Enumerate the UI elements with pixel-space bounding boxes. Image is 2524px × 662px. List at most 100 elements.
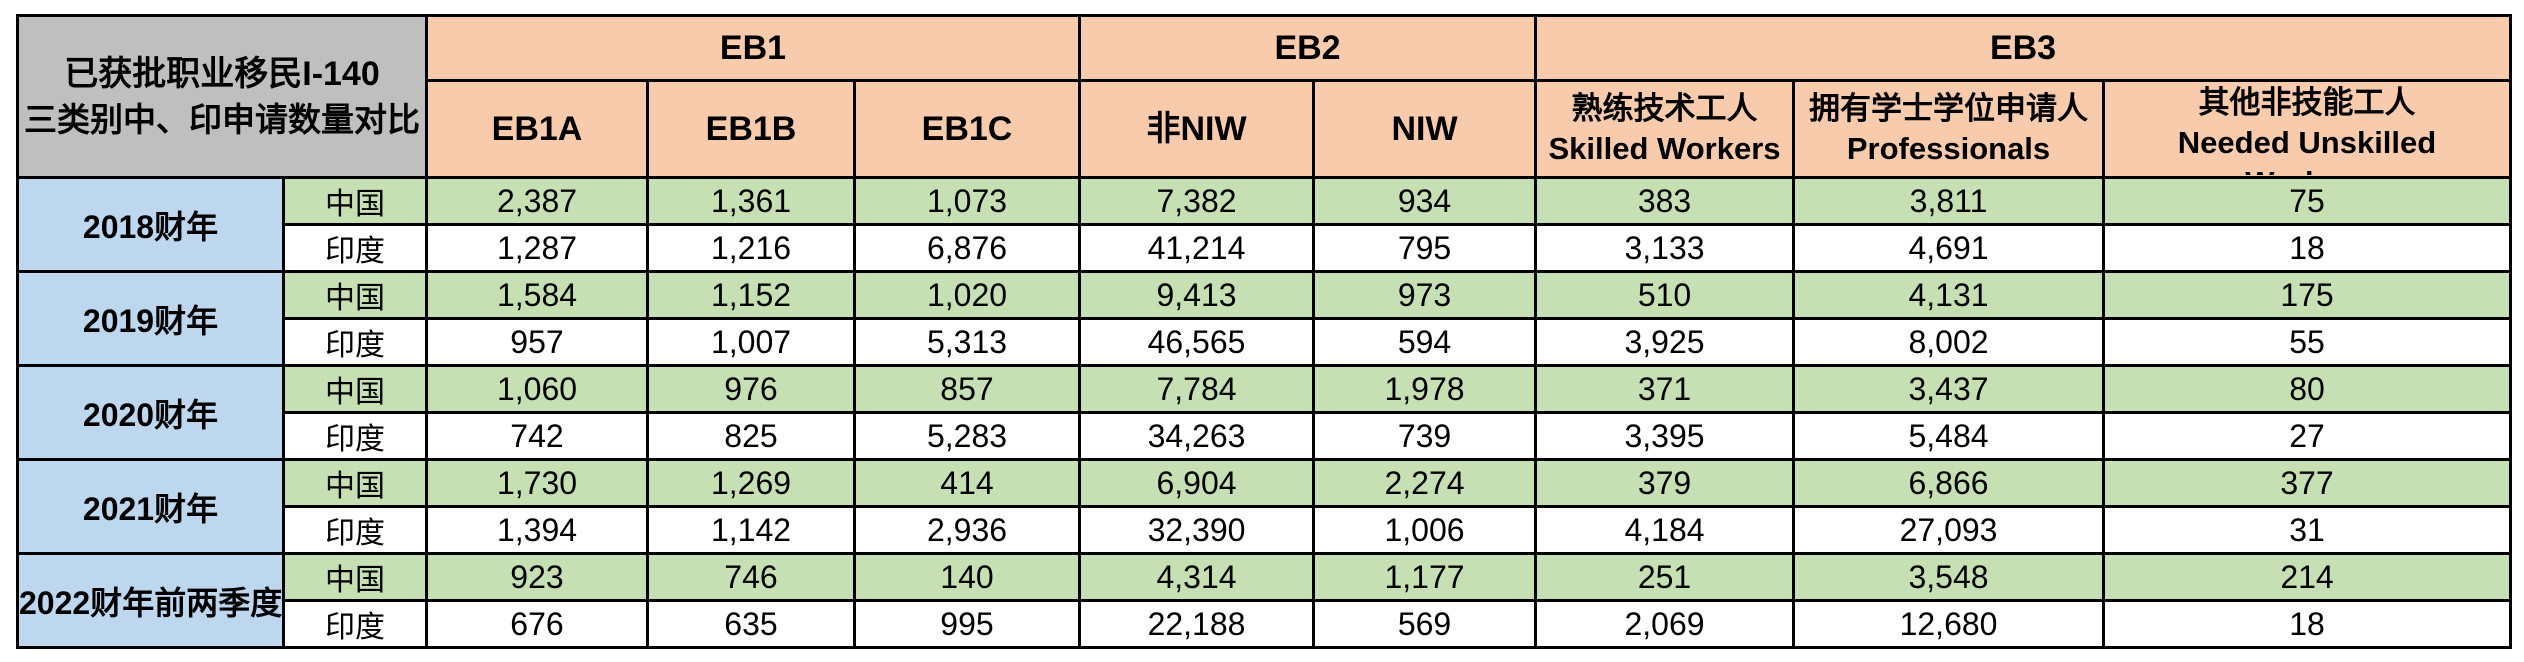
- column-header-line: Needed Unskilled: [2177, 125, 2437, 160]
- data-cell: 1,287: [425, 223, 649, 273]
- data-cell: 1,394: [425, 505, 649, 555]
- table-body: 2018财年 中国 2,387 1,361 1,073 7,382 934 383 3,811 7…: [16, 176, 2513, 649]
- data-cell: 825: [646, 411, 856, 461]
- column-header-line: 熟练技术工人: [1571, 91, 1758, 126]
- data-cell: 742: [425, 411, 649, 461]
- data-cell: 46,565: [1078, 317, 1315, 367]
- data-cell: 22,188: [1078, 599, 1315, 649]
- data-cell: 3,133: [1534, 223, 1796, 273]
- data-cell: 1,060: [425, 364, 649, 414]
- data-cell: 1,020: [853, 270, 1081, 320]
- data-cell: 2,387: [425, 176, 649, 226]
- data-cell: 1,584: [425, 270, 649, 320]
- data-cell: 795: [1311, 223, 1538, 273]
- data-cell: 1,216: [646, 223, 856, 273]
- data-cell: 676: [425, 599, 649, 649]
- data-cell: 934: [1311, 176, 1538, 226]
- china-row: 2021财年 中国 1,730 1,269 414 6,904 2,274 379 6,866 3…: [16, 458, 2513, 555]
- data-cell: 1,007: [646, 317, 856, 367]
- data-cell: 27,093: [1792, 505, 2106, 555]
- column-header-lines: 拥有学士学位申请人 Professionals: [1797, 89, 2101, 169]
- data-cell: 1,142: [646, 505, 856, 555]
- data-cell: 3,395: [1534, 411, 1796, 461]
- column-header: 非NIW: [1078, 79, 1315, 179]
- data-cell: 4,184: [1534, 505, 1796, 555]
- data-cell: 140: [853, 552, 1081, 602]
- data-cell: 2,274: [1311, 458, 1538, 508]
- data-cell: 973: [1311, 270, 1538, 320]
- data-cell: 34,263: [1078, 411, 1315, 461]
- data-cell: 6,866: [1792, 458, 2106, 508]
- column-header-line: EB1C: [921, 110, 1013, 148]
- country-cell: 印度: [282, 411, 428, 461]
- column-header-line: 其他非技能工人: [2198, 85, 2416, 120]
- data-cell: 7,784: [1078, 364, 1315, 414]
- column-header-line: Professionals: [1846, 131, 2051, 166]
- column-header: 拥有学士学位申请人 Professionals: [1792, 79, 2106, 179]
- data-cell: 32,390: [1078, 505, 1315, 555]
- data-cell: 3,548: [1792, 552, 2106, 602]
- data-cell: 31: [2102, 505, 2513, 555]
- data-cell: 3,811: [1792, 176, 2106, 226]
- data-cell: 8,002: [1792, 317, 2106, 367]
- data-cell: 1,730: [425, 458, 649, 508]
- data-cell: 995: [853, 599, 1081, 649]
- data-cell: 1,006: [1311, 505, 1538, 555]
- data-cell: 923: [425, 552, 649, 602]
- india-row: 印度 742 825 5,283 34,263 739 3,395 5,484 27: [18, 411, 2513, 461]
- data-cell: 1,361: [646, 176, 856, 226]
- data-cell: 5,313: [853, 317, 1081, 367]
- column-header-line: EB1B: [705, 110, 797, 148]
- fiscal-year-cell: 2020财年: [16, 364, 285, 461]
- data-cell: 379: [1534, 458, 1796, 508]
- data-cell: 414: [853, 458, 1081, 508]
- country-cell: 印度: [282, 317, 428, 367]
- country-cell: 中国: [282, 364, 428, 414]
- data-cell: 18: [2102, 599, 2513, 649]
- data-cell: 635: [646, 599, 856, 649]
- data-cell: 5,283: [853, 411, 1081, 461]
- data-cell: 214: [2102, 552, 2513, 602]
- data-cell: 739: [1311, 411, 1538, 461]
- data-cell: 7,382: [1078, 176, 1315, 226]
- data-cell: 4,131: [1792, 270, 2106, 320]
- country-cell: 中国: [282, 458, 428, 508]
- data-cell: 383: [1534, 176, 1796, 226]
- group-header-row: 已获批职业移民I-140 三类别中、印申请数量对比 EB1 EB2 EB3: [16, 14, 2513, 179]
- india-row: 印度 676 635 995 22,188 569 2,069 12,680 18: [18, 599, 2513, 649]
- column-header-lines: EB1C: [858, 109, 1077, 149]
- data-cell: 371: [1534, 364, 1796, 414]
- data-cell: 6,876: [853, 223, 1081, 273]
- country-cell: 印度: [282, 223, 428, 273]
- column-header-line: Workers: [2107, 163, 2508, 175]
- data-cell: 4,691: [1792, 223, 2106, 273]
- data-cell: 80: [2102, 364, 2513, 414]
- column-group-header: EB2: [1077, 14, 1538, 82]
- data-cell: 1,152: [646, 270, 856, 320]
- india-row: 印度 1,287 1,216 6,876 41,214 795 3,133 4,691 18: [18, 223, 2513, 273]
- column-header: 熟练技术工人 Skilled Workers: [1534, 79, 1796, 179]
- data-cell: 41,214: [1078, 223, 1315, 273]
- column-header-lines: 非NIW: [1083, 109, 1311, 149]
- column-group-header: EB1: [425, 14, 1081, 82]
- column-header-line: 拥有学士学位申请人: [1809, 91, 2089, 126]
- india-row: 印度 957 1,007 5,313 46,565 594 3,925 8,002 55: [18, 317, 2513, 367]
- china-row: 2019财年 中国 1,584 1,152 1,020 9,413 973 510 4,131 1…: [16, 270, 2513, 367]
- table-title-line: 已获批职业移民I-140: [64, 54, 380, 93]
- column-header: EB1C: [853, 79, 1081, 179]
- subheader-row: EB1A EB1B EB1C 非NIW NIW 熟练技术工人 Skilled Workers…: [18, 79, 2513, 179]
- column-header-lines: EB1B: [651, 109, 852, 149]
- fiscal-year-cell: 2022财年前两季度: [16, 552, 285, 649]
- fiscal-year-cell: 2018财年: [16, 176, 285, 273]
- data-cell: 3,437: [1792, 364, 2106, 414]
- data-cell: 3,925: [1534, 317, 1796, 367]
- india-row: 印度 1,394 1,142 2,936 32,390 1,006 4,184 27,093 3…: [18, 505, 2513, 555]
- column-header-lines: 其他非技能工人 Needed Unskilled Workers: [2107, 84, 2508, 175]
- data-cell: 569: [1311, 599, 1538, 649]
- data-cell: 4,314: [1078, 552, 1315, 602]
- data-cell: 2,069: [1534, 599, 1796, 649]
- data-cell: 175: [2102, 270, 2513, 320]
- data-cell: 55: [2102, 317, 2513, 367]
- column-group-header: EB3: [1534, 14, 2513, 82]
